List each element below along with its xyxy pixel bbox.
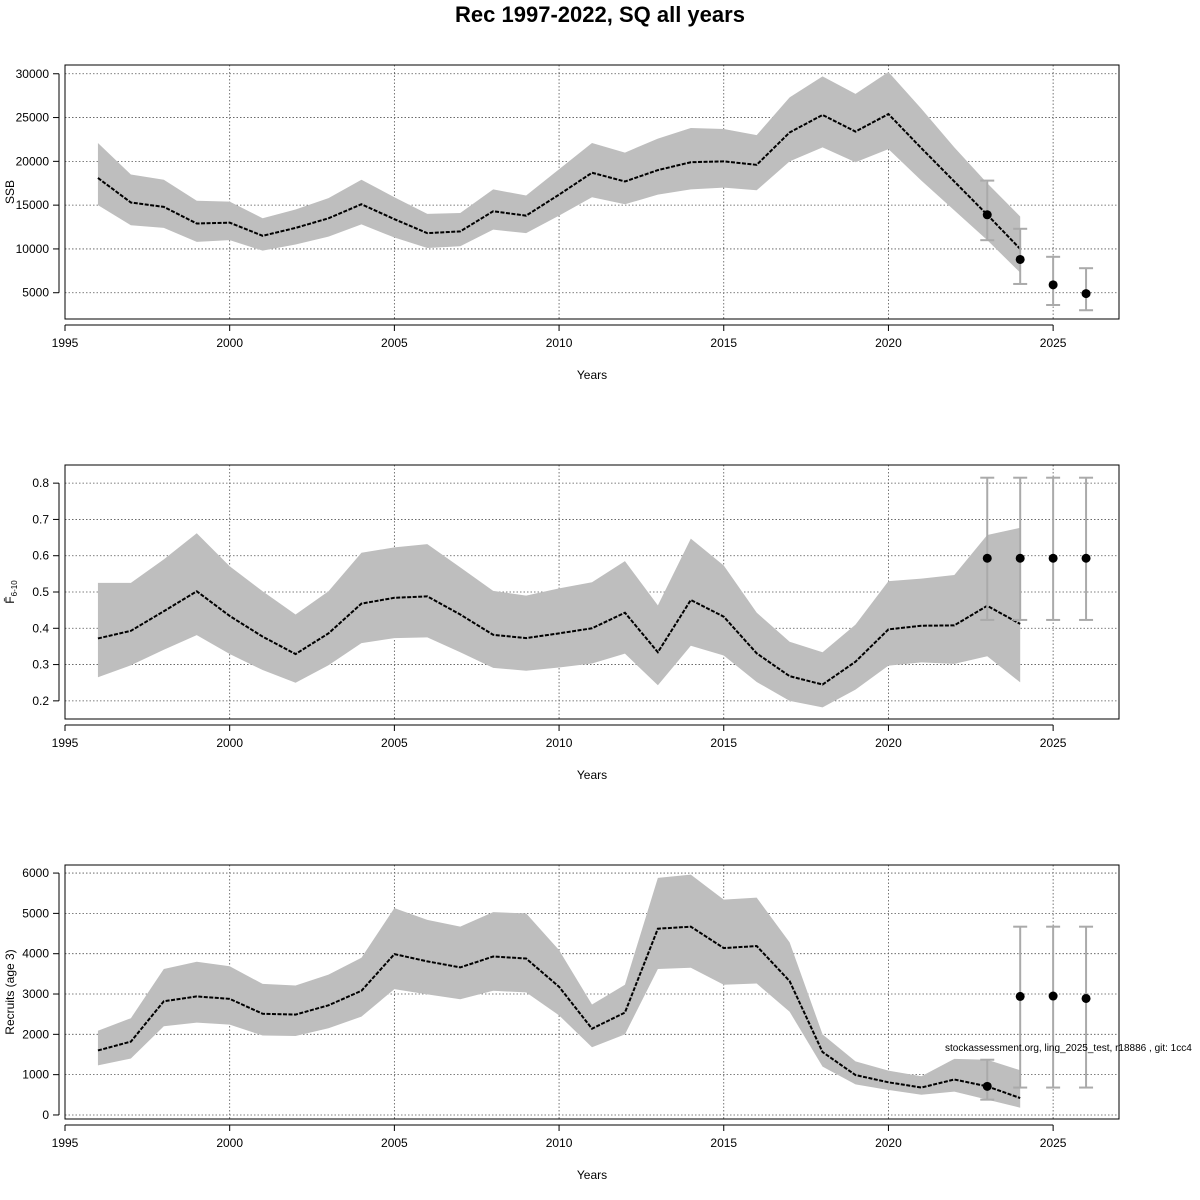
- forecast-point: [982, 210, 992, 220]
- y-tick-label: 15000: [16, 198, 50, 212]
- forecast-point: [1015, 553, 1025, 563]
- x-axis-label: Years: [577, 768, 607, 782]
- forecast-point: [1081, 993, 1091, 1003]
- forecast-error-bar: [980, 476, 995, 621]
- forecast-point: [1081, 553, 1091, 563]
- forecast-error-bar: [980, 1058, 995, 1101]
- y-tick-label: 0.4: [32, 621, 49, 635]
- y-tick-label: 5000: [22, 286, 49, 300]
- x-tick-label: 1995: [52, 1136, 79, 1150]
- x-tick-label: 2015: [710, 736, 737, 750]
- forecast-error-bar: [1013, 925, 1028, 1089]
- confidence-band: [97, 527, 1021, 708]
- panel-1: 1995 2000 2005 2010 2015 2020 2025 Years 5000 100…: [3, 64, 1120, 382]
- y-tick-label: 5000: [22, 906, 49, 920]
- x-tick-label: 2010: [546, 336, 573, 350]
- x-tick-label: 2000: [216, 1136, 243, 1150]
- chart-panels: 1995 2000 2005 2010 2015 2020 2025 Years 5000 100…: [3, 64, 1120, 1182]
- estimate-line: [97, 112, 1021, 250]
- x-tick-label: 2025: [1040, 736, 1067, 750]
- panel-2: 1995 2000 2005 2010 2015 2020 2025Years0.20.30…: [3, 464, 1120, 782]
- forecast-error-bar: [1079, 476, 1094, 621]
- y-tick-label: 0.5: [32, 585, 49, 599]
- plot-frame: [64, 64, 1120, 320]
- forecast-error-bar: [1079, 925, 1094, 1089]
- y-tick-label: 0.3: [32, 658, 49, 672]
- x-tick-label: 2005: [381, 1136, 408, 1150]
- forecast-point: [982, 1081, 992, 1091]
- forecast-point: [982, 553, 992, 563]
- forecast-point: [1048, 991, 1058, 1001]
- x-tick-label: 2025: [1040, 1136, 1067, 1150]
- x-tick-label: 1995: [52, 736, 79, 750]
- plot-frame: [64, 864, 1120, 1120]
- forecast-error-bar: [1013, 476, 1028, 621]
- y-tick-label: 20000: [16, 154, 50, 168]
- x-tick-label: 2015: [710, 1136, 737, 1150]
- y-axis-label: SSB: [3, 180, 17, 204]
- y-axis: 0 1000 2000 3000 4000 5000 6000 Recruits (age 3…: [3, 866, 60, 1122]
- y-tick-label: 25000: [16, 111, 50, 125]
- forecast-point: [1015, 254, 1025, 264]
- x-tick-label: 2005: [381, 336, 408, 350]
- x-tick-label: 2010: [546, 1136, 573, 1150]
- y-tick-label: 0.7: [32, 512, 49, 526]
- y-tick-label: 0.6: [32, 549, 49, 563]
- y-axis-label: F̄6-10: [3, 580, 19, 604]
- y-tick-label: 0.2: [32, 694, 49, 708]
- forecast-error-bar: [1046, 476, 1061, 621]
- y-tick-label: 1000: [22, 1068, 49, 1082]
- forecast-point: [1048, 553, 1058, 563]
- x-tick-label: 2010: [546, 736, 573, 750]
- x-axis: 1995 2000 2005 2010 2015 2020 2025 Years: [52, 324, 1067, 382]
- y-tick-label: 2000: [22, 1027, 49, 1041]
- chart-title: Rec 1997-2022, SQ all years: [455, 2, 745, 27]
- x-axis: 1995 2000 2005 2010 2015 2020 2025 Years: [52, 1124, 1067, 1182]
- y-tick-label: 0: [42, 1108, 49, 1122]
- estimate-line: [97, 590, 1021, 686]
- x-tick-label: 2020: [875, 736, 902, 750]
- x-tick-label: 1995: [52, 336, 79, 350]
- y-tick-label: 10000: [16, 242, 50, 256]
- y-tick-label: 30000: [16, 67, 50, 81]
- confidence-band: [97, 72, 1021, 273]
- forecast-point: [1048, 280, 1058, 290]
- plot-frame: [64, 464, 1120, 720]
- x-axis-label: Years: [577, 1168, 607, 1182]
- x-tick-label: 2020: [875, 336, 902, 350]
- x-tick-label: 2000: [216, 736, 243, 750]
- estimate-line: [97, 925, 1021, 1099]
- x-axis: 1995 2000 2005 2010 2015 2020 2025 Years: [52, 724, 1067, 782]
- forecast-error-bar: [1046, 925, 1061, 1089]
- y-tick-label: 4000: [22, 947, 49, 961]
- y-axis: 5000 10000 15000 20000 25000 30000 SSB: [3, 67, 60, 300]
- footnote-text: stockassessment.org, ling_2025_test, r18…: [945, 1043, 1192, 1054]
- x-tick-label: 2005: [381, 736, 408, 750]
- confidence-band: [97, 874, 1021, 1108]
- x-tick-label: 2025: [1040, 336, 1067, 350]
- y-tick-label: 6000: [22, 866, 49, 880]
- x-tick-label: 2020: [875, 1136, 902, 1150]
- x-tick-label: 2000: [216, 336, 243, 350]
- y-tick-label: 3000: [22, 987, 49, 1001]
- x-tick-label: 2015: [710, 336, 737, 350]
- y-tick-label: 0.8: [32, 476, 49, 490]
- x-axis-label: Years: [577, 368, 607, 382]
- y-axis: 0.2 0.3 0.4 0.5 0.6 0.7 0.8 F̄6-10: [3, 476, 60, 708]
- panel-3: 1995 2000 2005 2010 2015 2020 2025 Years 0 1000 20…: [3, 864, 1120, 1182]
- y-axis-label: Recruits (age 3): [3, 949, 17, 1034]
- forecast-point: [1081, 289, 1091, 299]
- forecast-point: [1015, 991, 1025, 1001]
